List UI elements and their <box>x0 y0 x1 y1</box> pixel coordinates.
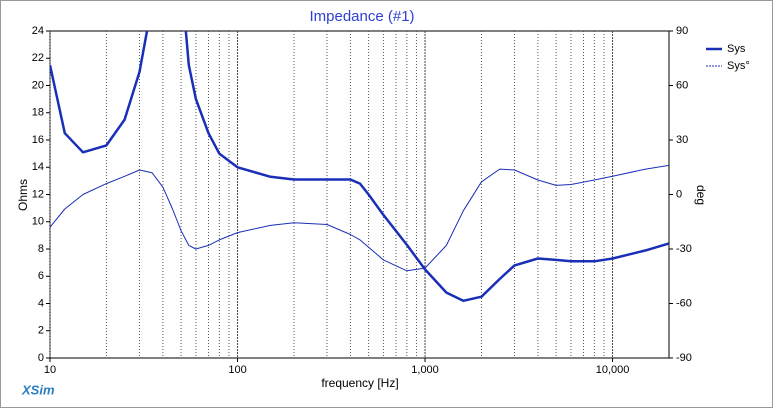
y2-tick-label: -60 <box>676 297 692 309</box>
y2-tick-label: -30 <box>676 243 692 255</box>
y-tick-label: 6 <box>38 270 44 282</box>
y-tick-label: 12 <box>32 188 44 200</box>
y-tick-label: 8 <box>38 243 44 255</box>
y-tick-label: 22 <box>32 52 44 64</box>
x-tick-label: 1,000 <box>411 364 439 376</box>
y2-tick-label: 30 <box>676 134 688 146</box>
y2-tick-label: -90 <box>676 352 692 364</box>
series-line <box>50 164 669 272</box>
y-tick-label: 4 <box>38 297 44 309</box>
y2-axis-label: deg <box>694 185 708 205</box>
y-tick-label: 20 <box>32 79 44 91</box>
x-axis-label: frequency [Hz] <box>321 376 398 390</box>
chart-title: Impedance (#1) <box>309 8 414 25</box>
x-tick-label: 10,000 <box>596 364 630 376</box>
legend-label: Sys <box>727 43 746 55</box>
x-tick-label: 10 <box>44 364 56 376</box>
y-axis-label: Ohms <box>16 179 30 211</box>
series-line <box>50 31 669 303</box>
y2-tick-label: 60 <box>676 79 688 91</box>
y-tick-label: 24 <box>32 25 44 37</box>
x-tick-label: 100 <box>228 364 246 376</box>
y-tick-label: 0 <box>38 352 44 364</box>
y-tick-label: 14 <box>32 161 44 173</box>
y2-tick-label: 0 <box>676 188 682 200</box>
brand: XSim <box>21 382 55 397</box>
y-tick-label: 2 <box>38 325 44 337</box>
legend-label: Sys° <box>727 60 750 72</box>
y-tick-label: 16 <box>32 134 44 146</box>
y2-tick-label: 90 <box>676 25 688 37</box>
y-tick-label: 18 <box>32 107 44 119</box>
y-tick-label: 10 <box>32 216 44 228</box>
